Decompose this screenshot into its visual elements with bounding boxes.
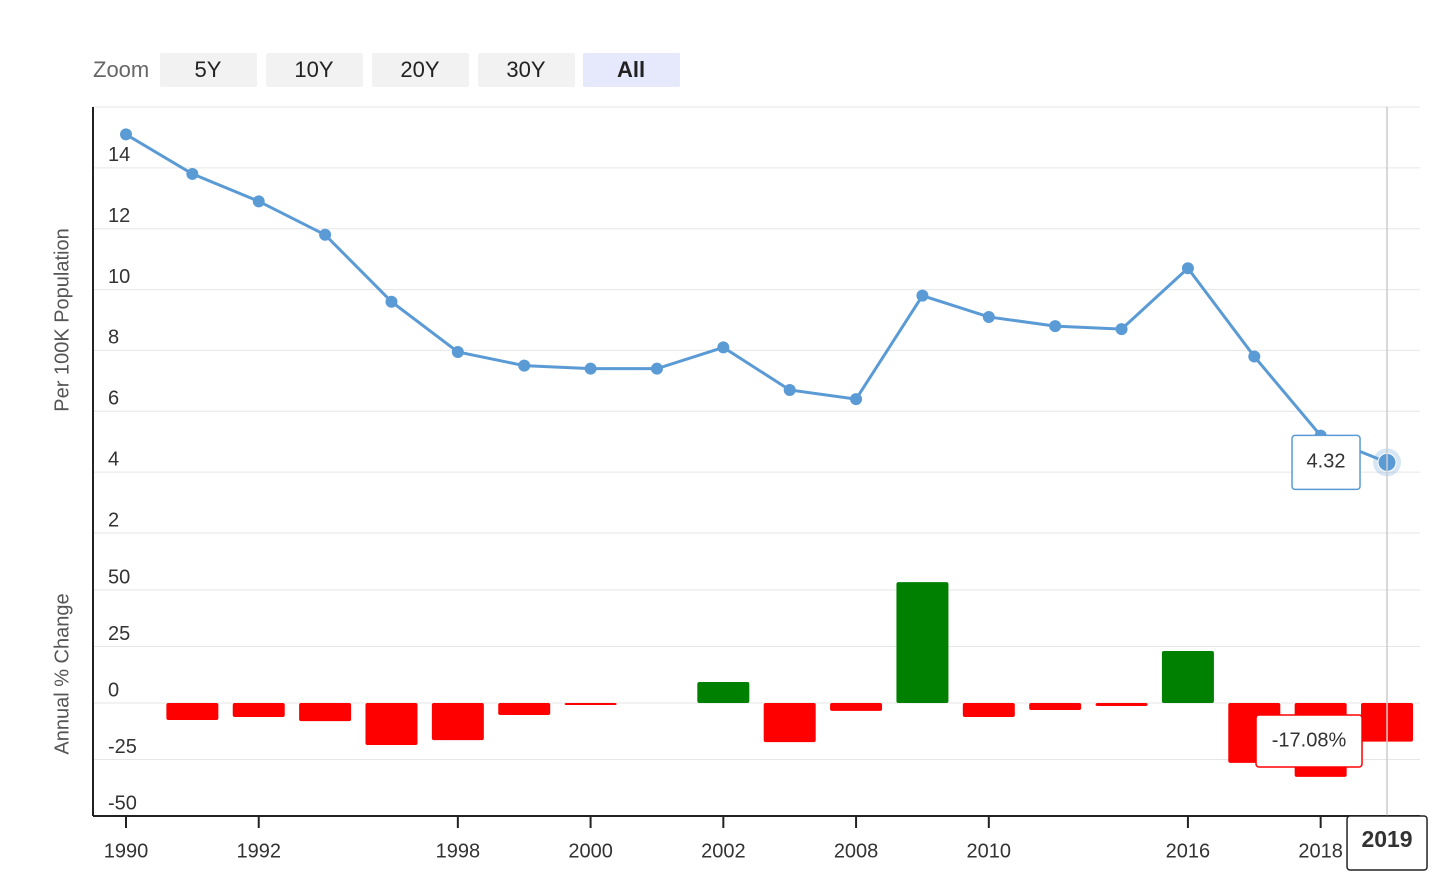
marker: [120, 128, 132, 141]
bar: [299, 703, 352, 722]
x-tick-label: 1990: [104, 840, 149, 862]
y-tick-label: 14: [108, 144, 130, 166]
y-tick-label: -25: [108, 736, 137, 758]
zoom-button[interactable]: [160, 53, 257, 87]
x-tick-label: 2000: [568, 840, 613, 862]
zoom-button-label[interactable]: 20Y: [400, 57, 439, 82]
bar: [1161, 651, 1214, 703]
marker: [518, 359, 531, 372]
zoom-button[interactable]: [478, 53, 575, 87]
bar: [830, 703, 883, 711]
zoom-button-label[interactable]: 5Y: [195, 57, 222, 82]
x-tick-label: 2002: [701, 840, 746, 862]
y-tick-label: 0: [108, 679, 119, 701]
marker: [717, 341, 730, 354]
zoom-button[interactable]: [266, 53, 363, 87]
marker: [982, 310, 995, 323]
y-tick-label: 6: [108, 388, 119, 410]
crosshair-label: [1346, 815, 1428, 871]
y-tick-label: 25: [108, 623, 130, 645]
bar: [763, 703, 816, 743]
tooltip-value: -17.08%: [1272, 729, 1347, 751]
zoom-button[interactable]: [583, 53, 680, 87]
marker: [1181, 262, 1194, 275]
y-tick-label: 2: [108, 509, 119, 531]
marker: [319, 228, 332, 241]
x-tick-label: 2010: [967, 840, 1012, 862]
marker: [252, 195, 265, 208]
line: [125, 133, 1388, 464]
y-tick-label: -50: [108, 792, 137, 814]
bar: [431, 703, 484, 741]
x-tick-label: 2016: [1166, 840, 1211, 862]
bar: [697, 681, 750, 703]
zoom-button-label[interactable]: 10Y: [294, 57, 333, 82]
zoom-button-label[interactable]: 30Y: [506, 57, 545, 82]
marker: [451, 345, 464, 358]
bar: [962, 703, 1015, 718]
y-tick-label: 8: [108, 327, 119, 349]
x-tick-label: 2008: [834, 840, 879, 862]
y-tick-label: 4: [108, 448, 119, 470]
marker: [1248, 350, 1261, 363]
x-tick-label: 2018: [1298, 840, 1343, 862]
y-axis-title: Per 100K Population: [51, 228, 73, 411]
bar: [1095, 703, 1148, 706]
marker: [385, 295, 398, 308]
y-tick-label: 50: [108, 566, 130, 588]
zoom-button-label[interactable]: All: [617, 57, 645, 82]
tooltip: [1255, 714, 1363, 768]
x-tick-label: 1998: [436, 840, 481, 862]
marker: [850, 393, 863, 406]
marker: [584, 362, 597, 375]
marker: [916, 289, 929, 302]
marker: [783, 383, 796, 396]
bar: [896, 582, 949, 703]
bar: [564, 703, 617, 706]
bar: [365, 703, 418, 746]
tooltip: [1291, 434, 1361, 491]
bar: [1029, 703, 1082, 711]
zoom-label: Zoom: [93, 57, 149, 82]
marker: [1115, 323, 1128, 336]
tooltip-value: 4.32: [1307, 451, 1346, 473]
marker: [1049, 320, 1062, 333]
marker: [186, 167, 199, 180]
y-tick-label: 10: [108, 266, 130, 288]
y-axis-title: Annual % Change: [51, 593, 73, 754]
x-tick-label: 1992: [236, 840, 281, 862]
zoom-button[interactable]: [372, 53, 469, 87]
x-tick-label: 2019: [1361, 826, 1412, 852]
bar: [166, 703, 219, 720]
marker: [650, 362, 663, 375]
y-tick-label: 12: [108, 205, 130, 227]
bar: [232, 703, 285, 718]
bar: [498, 703, 551, 715]
